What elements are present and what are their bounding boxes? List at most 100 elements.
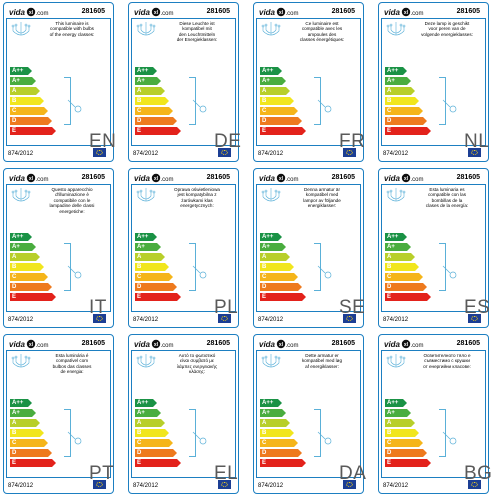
eu-flag-icon bbox=[468, 480, 481, 489]
compatible-range-bracket bbox=[439, 77, 446, 125]
energy-class-bar: B bbox=[10, 429, 44, 437]
compatibility-text: Esta luminária é compatível com bulbos d… bbox=[52, 353, 92, 375]
energy-class-bar: A++ bbox=[10, 399, 32, 407]
energy-class-letter: D bbox=[12, 118, 17, 124]
logo-mark-circle bbox=[151, 173, 161, 183]
energy-class-letter: C bbox=[262, 440, 267, 446]
compatible-range-bracket bbox=[314, 77, 321, 125]
logo-prefix: vida bbox=[259, 8, 276, 17]
energy-class-bar: E bbox=[135, 459, 181, 467]
product-code: 281605 bbox=[456, 8, 480, 15]
logo-suffix: .com bbox=[161, 343, 174, 349]
regulation-number: 874/2012 bbox=[133, 483, 159, 489]
label-inner-frame: Diese Leuchte ist kompatibel mit den Leu… bbox=[131, 18, 236, 146]
language-code: IT bbox=[89, 297, 107, 318]
compatibility-text: Deze lamp is geschikt voor peren van de … bbox=[421, 21, 473, 37]
energy-class-letter: E bbox=[262, 460, 267, 466]
energy-class-bar: A bbox=[10, 87, 40, 95]
compatible-range-bracket bbox=[64, 409, 71, 457]
energy-class-letter: D bbox=[12, 450, 17, 456]
energy-class-bar: A++ bbox=[135, 233, 157, 241]
regulation-number: 874/2012 bbox=[8, 151, 34, 157]
energy-class-letter: A+ bbox=[387, 244, 395, 250]
logo-suffix: .com bbox=[161, 11, 174, 17]
energy-class-bar: E bbox=[10, 127, 56, 135]
energy-class-bar: D bbox=[135, 117, 177, 125]
energy-class-letter: A++ bbox=[387, 68, 399, 74]
energy-class-bar: A bbox=[260, 253, 290, 261]
energy-class-letter: D bbox=[387, 118, 392, 124]
bulb-icon bbox=[442, 99, 457, 113]
compatible-range-bracket bbox=[314, 243, 321, 291]
chandelier-icon bbox=[136, 188, 156, 202]
energy-class-letter: C bbox=[137, 108, 142, 114]
label-cell: vida xl .com 281605 Questo apparecchio d'ill… bbox=[0, 166, 125, 332]
energy-class-letter: A bbox=[137, 88, 142, 94]
product-code: 281605 bbox=[81, 8, 105, 15]
energy-scale: A++ A+ A B C D E bbox=[385, 67, 446, 137]
logo-mark: xl bbox=[404, 176, 409, 182]
bulb-icon bbox=[442, 431, 457, 445]
compatibility-text: Oprawa oświetleniowa jest kompatybilna z… bbox=[174, 187, 220, 209]
energy-scale: A++ A+ A B C D E bbox=[260, 67, 321, 137]
energy-class-bar: A+ bbox=[135, 243, 161, 251]
energy-class-bar: C bbox=[385, 107, 423, 115]
logo-mark: xl bbox=[279, 10, 284, 16]
energy-label: vida xl .com 281605 Diese Leuchte ist kompat… bbox=[128, 2, 239, 162]
regulation-number: 874/2012 bbox=[258, 317, 284, 323]
energy-class-letter: C bbox=[262, 274, 267, 280]
compatible-range-bracket bbox=[314, 409, 321, 457]
language-code: NL bbox=[464, 131, 490, 152]
eu-flag-icon bbox=[343, 480, 356, 489]
energy-class-letter: E bbox=[262, 128, 267, 134]
energy-label: vida xl .com 281605 Dette armatur er kompati… bbox=[253, 334, 364, 494]
label-cell: vida xl .com 281605 Denna armatur är kompati… bbox=[250, 166, 375, 332]
energy-scale: A++ A+ A B C D E bbox=[260, 233, 321, 303]
energy-class-letter: A++ bbox=[12, 400, 24, 406]
logo-prefix: vida bbox=[384, 340, 401, 349]
compatibility-text: Denna armatur är kompatibel med lampor a… bbox=[303, 187, 341, 209]
compatible-range-bracket bbox=[189, 409, 196, 457]
compatibility-text: Осветителното тяло е съвместимо с крушки… bbox=[423, 353, 471, 369]
chandelier-icon bbox=[386, 22, 406, 36]
compatibility-text: This luminaire is compatible with bulbs … bbox=[49, 21, 95, 37]
logo-suffix: .com bbox=[411, 11, 424, 17]
energy-class-bar: B bbox=[385, 97, 419, 105]
logo-suffix: .com bbox=[286, 177, 299, 183]
bulb-icon bbox=[67, 265, 82, 279]
eu-flag-icon bbox=[218, 314, 231, 323]
logo-mark: xl bbox=[154, 176, 159, 182]
energy-class-bar: D bbox=[10, 283, 52, 291]
energy-class-bar: C bbox=[260, 107, 298, 115]
energy-class-bar: E bbox=[260, 293, 306, 301]
chandelier-icon bbox=[11, 22, 31, 36]
brand-logo: vida xl .com bbox=[259, 7, 299, 17]
regulation-number: 874/2012 bbox=[133, 317, 159, 323]
energy-class-letter: E bbox=[12, 128, 17, 134]
logo-suffix: .com bbox=[161, 177, 174, 183]
energy-class-letter: C bbox=[262, 108, 267, 114]
energy-class-bar: B bbox=[260, 97, 294, 105]
product-code: 281605 bbox=[81, 174, 105, 181]
energy-class-letter: B bbox=[387, 98, 392, 104]
energy-class-bar: A bbox=[135, 419, 165, 427]
logo-prefix: vida bbox=[259, 174, 276, 183]
brand-logo: vida xl .com bbox=[384, 339, 424, 349]
energy-class-bar: C bbox=[10, 273, 48, 281]
energy-class-bar: B bbox=[10, 97, 44, 105]
label-inner-frame: This luminaire is compatible with bulbs … bbox=[6, 18, 111, 146]
logo-mark: xl bbox=[404, 10, 409, 16]
energy-class-letter: D bbox=[137, 118, 142, 124]
energy-class-letter: D bbox=[387, 284, 392, 290]
language-code: PL bbox=[214, 297, 239, 318]
energy-class-bar: A+ bbox=[385, 243, 411, 251]
bulb-icon bbox=[67, 431, 82, 445]
energy-scale: A++ A+ A B C D E bbox=[10, 233, 71, 303]
energy-class-bar: B bbox=[385, 263, 419, 271]
product-code: 281605 bbox=[206, 8, 230, 15]
logo-mark-circle bbox=[26, 173, 36, 183]
chandelier-icon bbox=[261, 22, 281, 36]
regulation-number: 874/2012 bbox=[133, 151, 159, 157]
compatibility-text: Esta luminaria es compatible con las bom… bbox=[425, 187, 469, 209]
label-cell: vida xl .com 281605 Oprawa oświetleniowa jes… bbox=[125, 166, 250, 332]
